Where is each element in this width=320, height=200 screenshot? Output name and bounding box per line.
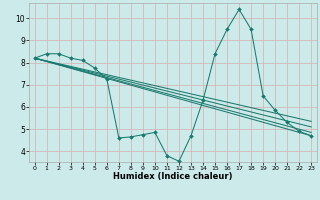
X-axis label: Humidex (Indice chaleur): Humidex (Indice chaleur) <box>113 172 233 181</box>
